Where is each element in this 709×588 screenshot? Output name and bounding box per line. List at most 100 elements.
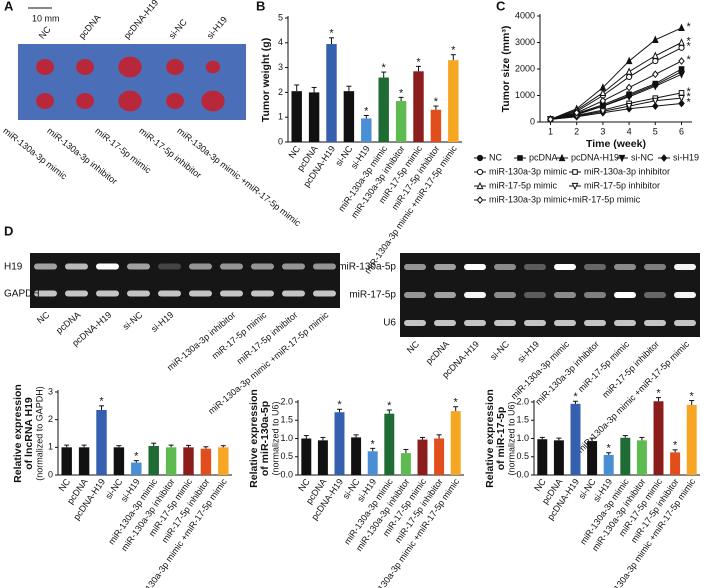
legend-label: miR-130a-3p mimic (489, 166, 568, 176)
y-tick-label: 0 (278, 136, 283, 146)
marker (625, 93, 633, 102)
y-tick-label: 0.0 (280, 469, 293, 479)
bar (417, 439, 428, 475)
marker (678, 90, 685, 96)
y-axis-title: Relative expression (248, 389, 260, 488)
y-tick-label: 0.5 (516, 451, 529, 461)
bar (361, 118, 372, 142)
x-tick-label: 1 (548, 126, 553, 136)
bar (553, 440, 564, 475)
legend-label: miR-17-5p mimic (489, 180, 558, 190)
gel-band (251, 263, 274, 270)
gel-band (644, 264, 666, 270)
significance: * (434, 96, 439, 108)
lane-label: miR-130a-3p mimic +miR-17-5p mimic (575, 339, 691, 455)
significance: * (687, 54, 692, 66)
legend-label: si-NC (631, 152, 654, 162)
y-tick-label: 3 (278, 62, 283, 72)
marker (517, 155, 523, 161)
significance: * (454, 397, 459, 409)
x-tick-label: 3 (600, 126, 605, 136)
panel-label: C (496, 0, 506, 13)
significance: * (687, 86, 692, 98)
gel-band (434, 292, 456, 298)
group-label: pcDNA-H19 (122, 0, 161, 41)
panel-label: D (4, 223, 13, 238)
y-axis-title: (normalized to U6) (270, 401, 280, 475)
gel-band (614, 320, 636, 326)
bar (413, 71, 424, 142)
marker (476, 181, 484, 190)
gel-band (189, 290, 212, 297)
significance: * (371, 438, 376, 450)
tumor (76, 93, 94, 109)
bar (450, 411, 461, 475)
gel-band (34, 263, 57, 270)
gel-band (554, 264, 576, 270)
y-axis-title: of miR-17-5p (495, 407, 507, 471)
panel-label: A (4, 0, 14, 13)
bar (96, 409, 107, 475)
y-axis-title: (normalized to GAPDH) (34, 386, 44, 481)
lane-label: NC (405, 339, 422, 356)
marker (678, 66, 685, 72)
legend-label: si-H19 (673, 152, 699, 162)
series-line (550, 73, 682, 120)
marker (625, 67, 633, 75)
bar (291, 91, 302, 142)
bar (317, 440, 328, 475)
lane-label: si-H19 (516, 339, 541, 364)
gel-band (251, 290, 274, 297)
scale-bar-label: 10 mm (32, 13, 60, 23)
bar (378, 77, 389, 142)
marker (626, 73, 633, 81)
bar (326, 44, 337, 142)
gel-band (494, 264, 516, 270)
group-label: NC (37, 24, 53, 41)
marker (599, 108, 607, 116)
marker (678, 99, 685, 108)
gel-row-label: U6 (383, 318, 396, 329)
y-tick-label: 2 (48, 414, 53, 424)
gel-band (674, 292, 696, 298)
bar (384, 413, 395, 475)
bar (301, 438, 312, 475)
significance: * (337, 399, 342, 411)
significance: * (364, 105, 369, 117)
significance: * (607, 443, 612, 455)
gel-band (524, 320, 546, 326)
marker (625, 56, 633, 65)
marker (572, 169, 578, 175)
bar (200, 448, 212, 475)
marker (678, 38, 685, 46)
lane-label: si-H19 (149, 310, 175, 334)
panel-label: B (256, 0, 265, 13)
marker (652, 102, 659, 110)
lane-label: pcDNA (54, 310, 82, 336)
x-tick-label: 5 (653, 126, 658, 136)
gel-band (158, 290, 181, 297)
y-tick-label: 0.5 (280, 451, 293, 461)
bar (334, 412, 345, 475)
x-tick-label: 2 (574, 126, 579, 136)
gel-band (584, 320, 606, 326)
tumor (118, 56, 142, 78)
lane-label: miR-17-5p mimic (576, 339, 632, 395)
y-tick-label: 0 (48, 469, 53, 479)
y-axis-title: Relative expression (12, 384, 24, 483)
y-tick-label: 1.5 (280, 415, 293, 425)
bar (448, 60, 459, 142)
y-tick-label: 2.0 (516, 396, 529, 406)
significance: * (387, 400, 392, 412)
series-line (550, 42, 682, 120)
gel-band (614, 292, 636, 298)
bar (620, 437, 631, 475)
gel-band (313, 290, 336, 297)
bar (636, 440, 647, 475)
marker (651, 51, 659, 59)
bar (603, 454, 614, 475)
lane-label: pcDNA (424, 339, 451, 366)
bar (148, 445, 159, 475)
series-line (550, 60, 682, 120)
series-line (550, 97, 682, 120)
